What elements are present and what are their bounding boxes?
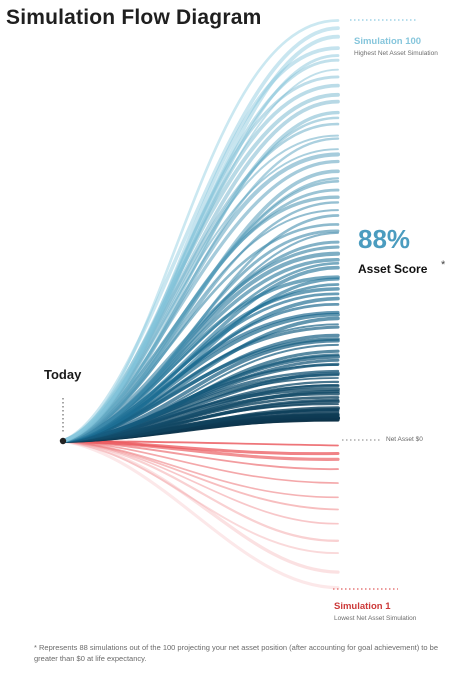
negative-simulation-path (61, 439, 340, 590)
negative-simulation-path (62, 440, 339, 525)
positive-simulation-path (61, 54, 340, 443)
positive-simulation-path (62, 68, 339, 442)
asset-score-value: 88% (358, 224, 411, 254)
positive-simulation-path (61, 75, 340, 443)
positive-simulation-path (61, 19, 340, 443)
positive-simulation-path (61, 26, 340, 443)
negative-simulation-path (62, 440, 339, 484)
top-simulation-subtitle: Highest Net Asset Simulation (354, 50, 438, 57)
positive-simulation-path (61, 214, 340, 443)
positive-simulation-path (61, 92, 340, 443)
bottom-simulation-subtitle: Lowest Net Asset Simulation (334, 615, 417, 622)
negative-simulation-path (62, 440, 339, 499)
positive-simulation-path (61, 58, 340, 443)
positive-simulation-path (61, 34, 340, 443)
negative-simulation-path (61, 439, 340, 461)
net-asset-baseline-label: Net Asset $0 (386, 436, 423, 443)
bottom-simulation-title: Simulation 1 (334, 601, 391, 612)
positive-simulation-path (61, 83, 340, 443)
positive-simulation-paths (60, 19, 341, 444)
negative-simulation-path (62, 440, 339, 511)
asset-score-asterisk: * (441, 259, 446, 271)
asset-score-label: Asset Score (358, 262, 428, 276)
negative-simulation-path (61, 439, 340, 574)
today-label: Today (44, 367, 82, 382)
page-title: Simulation Flow Diagram (6, 6, 262, 29)
positive-simulation-path (61, 116, 340, 443)
negative-simulation-path (62, 440, 339, 555)
negative-simulation-path (62, 440, 339, 471)
negative-simulation-path (61, 439, 340, 542)
negative-simulation-paths (61, 439, 340, 590)
footnote: * Represents 88 simulations out of the 1… (34, 643, 438, 663)
positive-simulation-path (61, 338, 340, 443)
positive-simulation-path (61, 46, 340, 443)
today-origin-dot (59, 437, 67, 445)
top-simulation-title: Simulation 100 (354, 36, 422, 47)
